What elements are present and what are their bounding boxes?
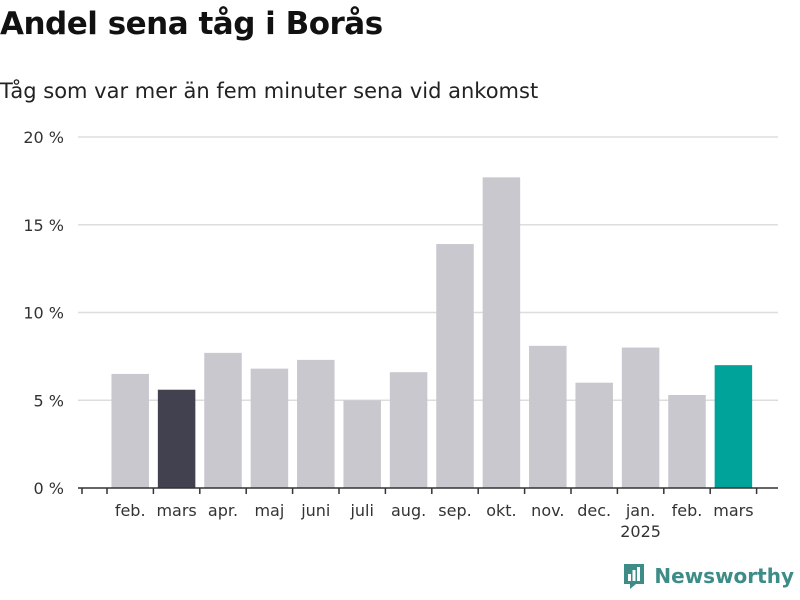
bar: [714, 365, 753, 488]
y-tick-label: 5 %: [34, 391, 64, 410]
y-tick-label: 20 %: [23, 128, 64, 147]
bar: [529, 345, 567, 488]
bar-chart: 0 % 5 % 10 % 15 % 20 % feb. mars apr. maj juni jul…: [23, 128, 778, 541]
x-tick-label: juli: [349, 501, 373, 520]
x-tick-label: sep.: [438, 501, 471, 520]
bar: [482, 177, 521, 489]
bar: [297, 359, 335, 488]
bar: [621, 347, 660, 488]
chart-title: Andel sena tåg i Borås: [0, 6, 383, 42]
bar: [575, 382, 613, 488]
bar: [157, 389, 196, 488]
bar: [343, 400, 381, 488]
x-tick-label: dec.: [577, 501, 611, 520]
bar-chart-logo-icon: [624, 564, 645, 589]
x-tick-label: okt.: [486, 501, 516, 520]
bar: [668, 394, 706, 488]
bar: [111, 373, 149, 488]
y-tick-label: 15 %: [23, 216, 64, 235]
bar: [250, 368, 289, 488]
chart-subtitle: Tåg som var mer än fem minuter sena vid …: [0, 79, 539, 103]
x-year-label: 2025: [620, 522, 661, 541]
x-tick-label: feb.: [115, 501, 146, 520]
grid-lines: [78, 136, 778, 401]
tick-labels: 0 % 5 % 10 % 15 % 20 % feb. mars apr. maj juni jul…: [23, 128, 753, 541]
bar: [204, 352, 242, 488]
x-tick-label: nov.: [531, 501, 564, 520]
x-tick-label: mars: [713, 501, 753, 520]
x-tick-label: juni: [300, 501, 330, 520]
x-tick-label: apr.: [208, 501, 238, 520]
bar: [436, 244, 474, 488]
x-tick-label: mars: [156, 501, 196, 520]
bar: [389, 372, 428, 488]
x-tick-label: feb.: [672, 501, 703, 520]
x-tick-label: aug.: [391, 501, 426, 520]
bars: [111, 177, 753, 489]
brand-name: Newsworthy: [654, 564, 794, 588]
x-tick-label: jan.: [625, 501, 655, 520]
y-tick-label: 0 %: [34, 479, 64, 498]
x-tick-label: maj: [254, 501, 284, 520]
branding: Newsworthy: [622, 562, 794, 590]
y-tick-label: 10 %: [23, 304, 64, 323]
x-axis: [78, 487, 778, 494]
